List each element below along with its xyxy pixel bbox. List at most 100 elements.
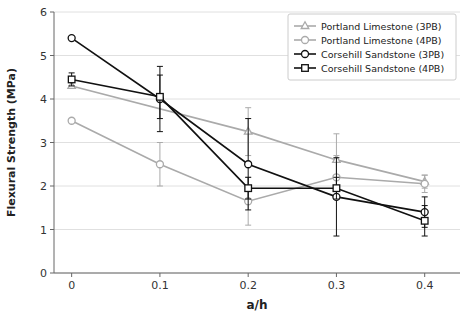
x-tick: [71, 273, 72, 277]
error-bar: [245, 119, 251, 210]
error-cap: [333, 155, 339, 156]
x-tick: [424, 273, 425, 277]
legend-marker: [302, 65, 309, 72]
error-cap: [422, 192, 428, 193]
error-cap: [245, 199, 251, 200]
x-tick: [336, 273, 337, 277]
error-cap: [157, 118, 163, 119]
error-cap: [422, 196, 428, 197]
legend-frame: [288, 14, 456, 80]
y-tick: [50, 186, 54, 187]
x-axis-label: a/h: [246, 298, 267, 312]
legend-label: Portland Limestone (4PB): [321, 35, 441, 46]
error-cap: [422, 175, 428, 176]
legend-marker: [302, 37, 309, 44]
legend-marker: [301, 22, 309, 29]
series: [68, 73, 428, 236]
x-tick-label: 0.3: [328, 279, 346, 292]
y-tick: [50, 99, 54, 100]
error-cap: [333, 133, 339, 134]
point: [245, 161, 252, 168]
point: [157, 94, 164, 101]
point: [68, 35, 75, 42]
x-tick-label: 0.1: [151, 279, 169, 292]
legend: Portland Limestone (3PB) Portland Limesto…: [288, 14, 456, 80]
error-bar: [422, 206, 428, 236]
y-axis-label: Flexural Strength (MPa): [5, 68, 18, 217]
error-cap: [69, 85, 75, 86]
grid-line: [54, 12, 460, 13]
x-tick-label: 0: [68, 279, 75, 292]
error-cap: [157, 66, 163, 67]
x-tick: [248, 273, 249, 277]
y-tick: [50, 273, 54, 274]
point: [333, 185, 340, 192]
error-cap: [333, 157, 339, 158]
error-cap: [333, 236, 339, 237]
error-cap: [245, 209, 251, 210]
error-bar: [333, 177, 339, 199]
error-bar: [69, 73, 75, 86]
error-bar: [69, 85, 75, 86]
legend-marker: [302, 51, 309, 58]
legend-item: Corsehill Sandstone (4PB): [294, 63, 444, 74]
error-cap: [69, 85, 75, 86]
error-cap: [422, 236, 428, 237]
legend-label: Portland Limestone (3PB): [321, 21, 441, 32]
legend-item: Portland Limestone (3PB): [294, 21, 441, 32]
error-cap: [69, 72, 75, 73]
error-bar: [245, 177, 251, 199]
y-tick-label: 4: [40, 93, 47, 106]
series-line: [72, 79, 425, 220]
error-bar: [422, 175, 428, 192]
x-tick: [159, 273, 160, 277]
y-tick-label: 5: [40, 50, 47, 63]
grid-line: [54, 186, 460, 187]
error-cap: [69, 85, 75, 86]
x-axis-line: [54, 273, 460, 274]
point: [245, 185, 252, 192]
y-tick-label: 3: [40, 137, 47, 150]
y-tick-label: 6: [40, 6, 47, 19]
error-cap: [245, 177, 251, 178]
grid-line: [54, 99, 460, 100]
legend-label: Corsehill Sandstone (4PB): [321, 63, 444, 74]
point: [421, 180, 428, 187]
error-cap: [333, 199, 339, 200]
error-cap: [245, 225, 251, 226]
point: [68, 76, 75, 83]
axes: 012345600.10.20.30.4: [40, 6, 460, 292]
point: [421, 218, 428, 225]
y-tick-label: 0: [40, 267, 47, 280]
y-tick: [50, 142, 54, 143]
error-cap: [333, 177, 339, 178]
error-cap: [422, 205, 428, 206]
error-bar: [157, 143, 163, 187]
y-axis-line: [54, 12, 55, 273]
error-cap: [245, 107, 251, 108]
x-tick-label: 0.4: [416, 279, 434, 292]
point: [68, 117, 75, 124]
legend-item: Portland Limestone (4PB): [294, 35, 441, 46]
point: [156, 161, 163, 168]
error-bar: [157, 66, 163, 131]
grid: [54, 12, 460, 273]
error-cap: [333, 199, 339, 200]
series: [68, 117, 428, 225]
error-stem: [336, 158, 337, 236]
grid-line: [54, 273, 460, 274]
legend-item: Corsehill Sandstone (3PB): [294, 49, 444, 60]
grid-line: [54, 229, 460, 230]
y-tick-label: 1: [40, 224, 47, 237]
error-cap: [157, 186, 163, 187]
error-cap: [422, 175, 428, 176]
chart: 012345600.10.20.30.4a/hFlexural Strength…: [0, 0, 474, 317]
error-cap: [157, 75, 163, 76]
error-cap: [245, 118, 251, 119]
error-bar: [333, 158, 339, 236]
y-tick: [50, 12, 54, 13]
y-tick: [50, 229, 54, 230]
error-bar: [157, 75, 163, 119]
error-cap: [245, 177, 251, 178]
legend-label: Corsehill Sandstone (3PB): [321, 49, 444, 60]
